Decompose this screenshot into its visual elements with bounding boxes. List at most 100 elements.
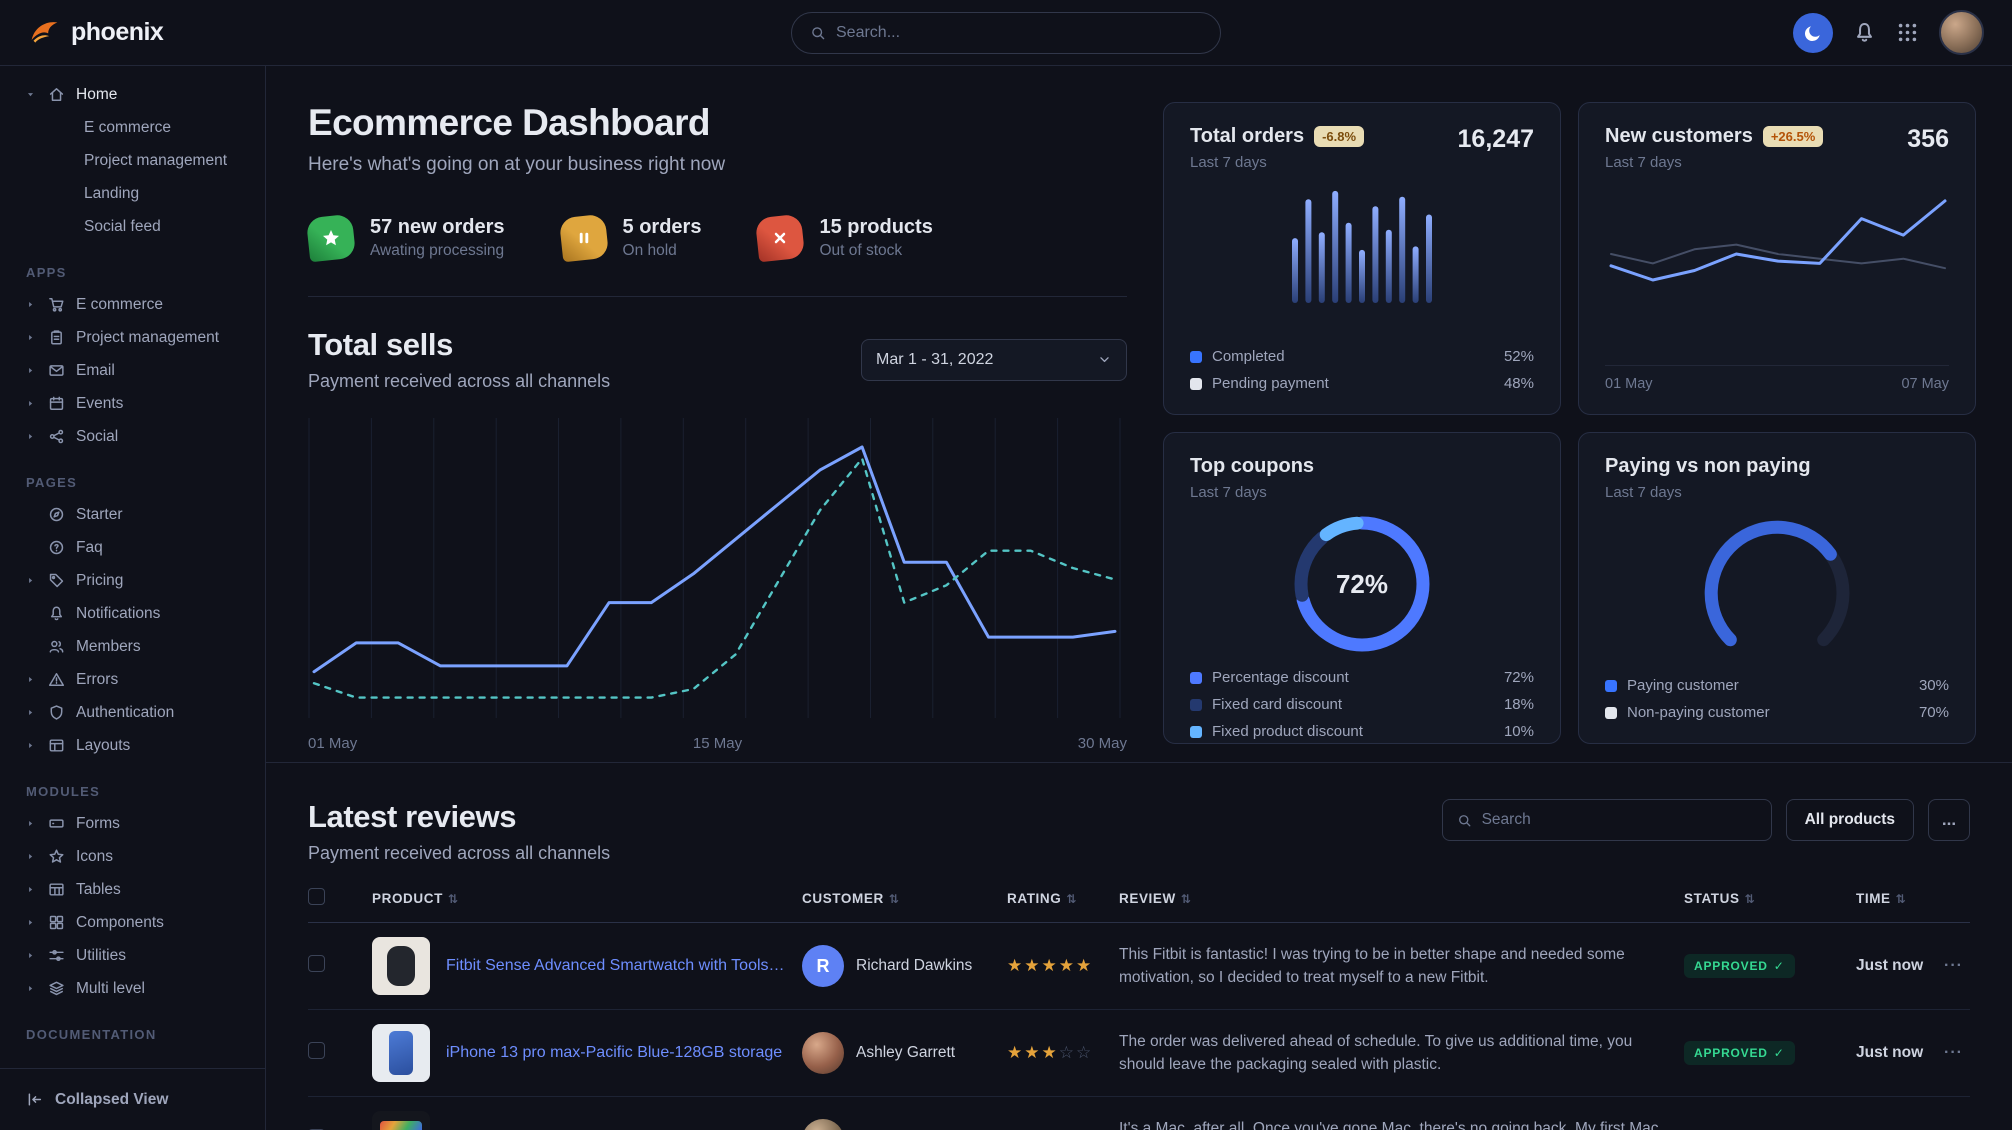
reviews-search-input[interactable] (1481, 811, 1757, 829)
x-stat-icon (755, 213, 806, 263)
legend-label: Completed (1212, 348, 1285, 365)
card-title: Paying vs non paying (1605, 455, 1811, 477)
sidebar-item-label: Events (76, 394, 124, 412)
card-title: Total orders (1190, 125, 1305, 147)
sidebar-subitem-landing[interactable]: Landing (84, 184, 140, 202)
stat-value: 5 orders (622, 216, 702, 238)
calendar-icon (48, 395, 66, 413)
search-input[interactable] (836, 23, 1202, 42)
date-range-select[interactable]: Mar 1 - 31, 2022 (861, 338, 1127, 381)
review-text: It's a Mac, after all. Once you've gone … (1119, 1119, 1659, 1130)
dashboard-left-column: Ecommerce Dashboard Here's what's going … (305, 102, 1127, 752)
stat-on-hold: 5 orders On hold (558, 213, 702, 263)
sidebar-item-layouts[interactable]: Layouts (16, 729, 249, 762)
sidebar-subitem-e-commerce[interactable]: E commerce (84, 118, 171, 136)
legend-label: Fixed product discount (1212, 723, 1363, 740)
column-header-rating[interactable]: RATING ⇅ (999, 888, 1111, 923)
new-customers-line-chart (1609, 199, 1947, 282)
legend-value: 18% (1503, 696, 1534, 713)
sidebar-item-starter[interactable]: Starter (16, 498, 249, 531)
sidebar-item-label: Home (76, 85, 118, 103)
caret-right-icon (26, 741, 38, 750)
product-thumbnail[interactable] (372, 1024, 430, 1082)
order-stats: 57 new orders Awating processing 5 orders O… (305, 213, 1127, 297)
sidebar-item-faq[interactable]: Faq (16, 531, 249, 564)
reviews-more-button[interactable]: ... (1928, 799, 1970, 841)
card-period: Last 7 days (1605, 484, 1682, 501)
column-header-customer[interactable]: CUSTOMER ⇅ (794, 888, 999, 923)
caret-right-icon (26, 708, 38, 717)
column-header-time[interactable]: TIME ⇅ (1848, 888, 1936, 923)
sidebar-item-e-commerce[interactable]: E commerce (16, 288, 249, 321)
card-period: Last 7 days (1190, 154, 1267, 171)
clipboard-icon (48, 329, 66, 347)
status-badge: APPROVED ✓ (1684, 1041, 1795, 1065)
sidebar-item-icons[interactable]: Icons (16, 840, 249, 873)
product-link[interactable]: iPhone 13 pro max-Pacific Blue-128GB sto… (446, 1044, 783, 1061)
row-more-button[interactable]: ··· (1944, 957, 1963, 974)
sidebar-item-project-management[interactable]: Project management (16, 321, 249, 354)
legend-label: Fixed card discount (1212, 696, 1343, 713)
product-link[interactable]: Fitbit Sense Advanced Smartwatch with To… (446, 957, 786, 974)
product-thumbnail[interactable] (372, 937, 430, 995)
orders-bar-chart (1292, 190, 1432, 303)
apps-grid-button[interactable] (1896, 21, 1919, 44)
sidebar-item-multi-level[interactable]: Multi level (16, 972, 249, 1005)
sidebar-item-label: Components (76, 913, 164, 931)
user-avatar[interactable] (1939, 10, 1984, 55)
sidebar-item-authentication[interactable]: Authentication (16, 696, 249, 729)
column-header-review[interactable]: REVIEW ⇅ (1111, 888, 1676, 923)
column-header-product[interactable]: PRODUCT ⇅ (364, 888, 794, 923)
notifications-button[interactable] (1853, 21, 1876, 44)
sidebar-item-events[interactable]: Events (16, 387, 249, 420)
sidebar-item-label: Project management (76, 328, 220, 346)
legend-label: Pending payment (1212, 375, 1329, 392)
theme-toggle-button[interactable] (1793, 12, 1833, 53)
tag-icon (48, 572, 66, 590)
page-title: Ecommerce Dashboard (308, 102, 711, 143)
sidebar-item-tables[interactable]: Tables (16, 873, 249, 906)
sidebar-subitem-project-management[interactable]: Project management (84, 151, 228, 169)
sidebar-item-utilities[interactable]: Utilities (16, 939, 249, 972)
sidebar-item-members[interactable]: Members (16, 630, 249, 663)
all-products-button[interactable]: All products (1785, 799, 1914, 841)
sidebar-item-errors[interactable]: Errors (16, 663, 249, 696)
legend-swatch (1190, 698, 1202, 711)
caret-right-icon (26, 984, 38, 993)
row-checkbox[interactable] (308, 1042, 325, 1059)
reviews-table-header: PRODUCT ⇅ CUSTOMER ⇅ RATING ⇅ REVIEW ⇅ STATUS ⇅ TI… (308, 888, 1970, 923)
sidebar-item-label: Pricing (76, 571, 124, 589)
stat-caption: On hold (622, 242, 677, 259)
sidebar-item-notifications[interactable]: Notifications (16, 597, 249, 630)
star-icon (48, 848, 66, 866)
brand[interactable]: phoenix (28, 16, 164, 49)
product-thumbnail[interactable] (372, 1111, 430, 1130)
review-time: Just now (1856, 1044, 1924, 1061)
collapsed-view-toggle[interactable]: Collapsed View (0, 1068, 265, 1130)
donut-center-value: 72% (1335, 568, 1389, 599)
rating-stars: ★★★☆☆ (1007, 1043, 1094, 1062)
row-checkbox[interactable] (308, 955, 325, 972)
warning-icon (48, 671, 66, 689)
sidebar-item-email[interactable]: Email (16, 354, 249, 387)
sidebar-item-home[interactable]: Home (16, 78, 249, 111)
sidebar-item-label: Tables (76, 880, 121, 898)
sidebar-item-label: Members (76, 637, 141, 655)
cart-icon (48, 296, 66, 314)
sidebar-item-components[interactable]: Components (16, 906, 249, 939)
column-header-status[interactable]: STATUS ⇅ (1676, 888, 1848, 923)
select-all-checkbox[interactable] (308, 888, 325, 905)
sidebar-item-social[interactable]: Social (16, 420, 249, 453)
legend-item-percentage-discount: Percentage discount 72% (1190, 669, 1534, 686)
row-more-button[interactable]: ··· (1944, 1044, 1963, 1061)
sidebar-item-forms[interactable]: Forms (16, 807, 249, 840)
layers-icon (48, 980, 66, 998)
total-orders-card: Total orders -6.8% Last 7 days 16,247 (1163, 102, 1561, 415)
sidebar-item-label: Faq (76, 538, 103, 556)
sidebar-subitem-social-feed[interactable]: Social feed (84, 217, 161, 235)
sidebar-item-pricing[interactable]: Pricing (16, 564, 249, 597)
caret-right-icon (26, 432, 38, 441)
review-text: The order was delivered ahead of schedul… (1119, 1032, 1633, 1073)
review-row: iPhone 13 pro max-Pacific Blue-128GB sto… (308, 1009, 1970, 1097)
